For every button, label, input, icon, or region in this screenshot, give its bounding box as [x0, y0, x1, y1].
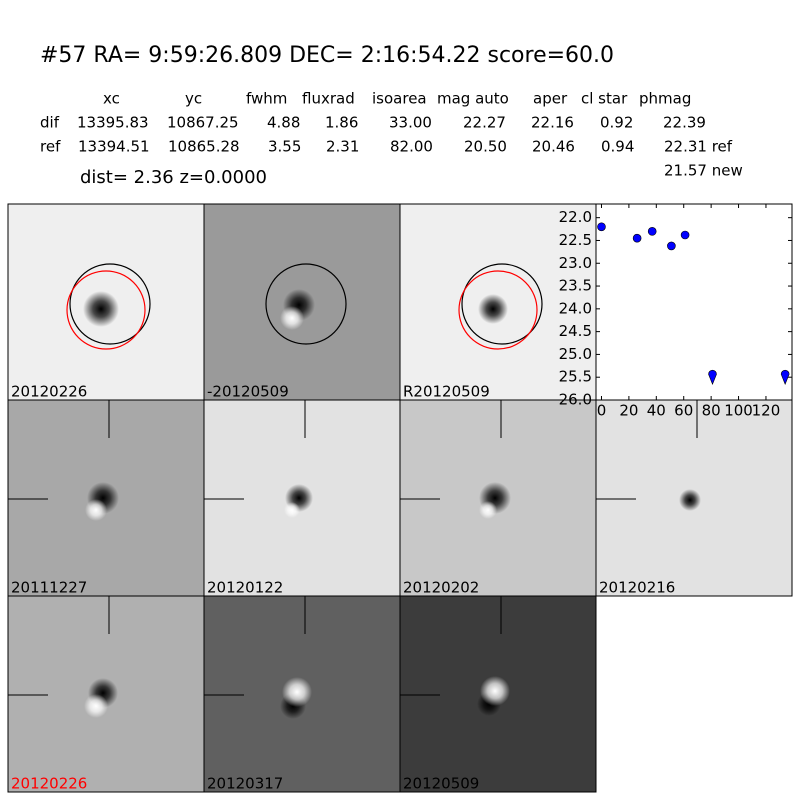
table-cell: 10867.25 [167, 114, 239, 132]
table-cell: 1.86 [325, 114, 358, 132]
stamp-label: 20120226 [11, 383, 87, 401]
stamp-label: 20120122 [207, 579, 283, 597]
residual [480, 676, 510, 706]
stamp-label: 20120216 [599, 579, 675, 597]
column-header: mag auto [437, 90, 509, 108]
y-tick-label: 24.0 [559, 299, 592, 317]
x-tick-label: 120 [752, 402, 781, 420]
source [83, 291, 119, 327]
stamp-label: -20120509 [207, 383, 289, 401]
column-header: fluxrad [302, 90, 355, 108]
x-tick-label: 80 [702, 402, 721, 420]
point [647, 227, 657, 236]
stamp-label: 20120509 [403, 775, 479, 793]
stamp-label: 20111227 [11, 579, 87, 597]
stamp-label: 20120317 [207, 775, 283, 793]
y-tick-label: 25.5 [559, 368, 592, 386]
x-tick-label: 60 [674, 402, 693, 420]
table-cell: 33.00 [389, 114, 432, 132]
column-header: isoarea [372, 90, 427, 108]
table-cell: 13394.51 [78, 138, 150, 156]
point [680, 230, 690, 240]
x-tick-label: 0 [597, 402, 607, 420]
plot-area [595, 203, 793, 401]
source [478, 294, 508, 324]
residual [284, 502, 300, 518]
residual [84, 694, 108, 718]
y-tick-label: 24.5 [559, 322, 592, 340]
table-note: 21.57 new [664, 162, 743, 180]
table-cell: 3.55 [268, 138, 301, 156]
column-header: fwhm [246, 90, 287, 108]
x-tick-label: 100 [724, 402, 753, 420]
table-cell: 20.50 [464, 138, 507, 156]
title: #57 RA= 9:59:26.809 DEC= 2:16:54.22 scor… [40, 43, 614, 68]
y-tick-label: 25.0 [559, 345, 592, 363]
aperture [69, 263, 151, 345]
y-tick-label: 23.5 [559, 277, 592, 295]
table-cell: 22.27 [463, 114, 506, 132]
aperture-ref [458, 270, 538, 350]
table-cell: 22.31 ref [664, 138, 733, 156]
table-cell: 20.46 [532, 138, 575, 156]
y-tick-label: 22.0 [559, 208, 592, 226]
stamp-label: 20120202 [403, 579, 479, 597]
column-header: phmag [639, 90, 691, 108]
x-tick-label: 20 [619, 402, 638, 420]
table-cell: 22.16 [531, 114, 574, 132]
dist: dist= 2.36 z=0.0000 [80, 167, 267, 188]
table-cell: 0.94 [601, 138, 634, 156]
table-cell: ref [40, 138, 61, 156]
upper-limit [780, 369, 790, 386]
point [667, 241, 676, 251]
residual [85, 499, 107, 521]
table-cell: 13395.83 [77, 114, 149, 132]
residual [479, 501, 497, 519]
table-cell: 4.88 [267, 114, 300, 132]
y-tick-label: 26.0 [559, 391, 592, 409]
column-header: xc [103, 90, 120, 108]
x-tick-label: 40 [647, 402, 666, 420]
point [597, 222, 606, 232]
stamp-label: R20120509 [403, 383, 490, 401]
table-cell: 0.92 [600, 114, 633, 132]
aperture [461, 263, 543, 345]
aperture [265, 263, 347, 345]
residual [282, 677, 312, 707]
upper-limit [708, 369, 717, 386]
column-header: yc [185, 90, 202, 108]
table-cell: 10865.28 [168, 138, 240, 156]
aperture-ref [66, 270, 146, 350]
table-cell: 82.00 [390, 138, 433, 156]
y-tick-label: 22.5 [559, 231, 592, 249]
table-cell: 22.39 [663, 114, 706, 132]
point [632, 233, 642, 243]
stamp-label: 20120226 [11, 775, 87, 793]
source [679, 489, 701, 511]
residual [280, 306, 304, 330]
table-cell: 2.31 [326, 138, 359, 156]
column-header: aper [533, 90, 568, 108]
y-tick-label: 23.0 [559, 254, 592, 272]
column-header: cl star [581, 90, 628, 108]
table-cell: dif [40, 114, 60, 132]
